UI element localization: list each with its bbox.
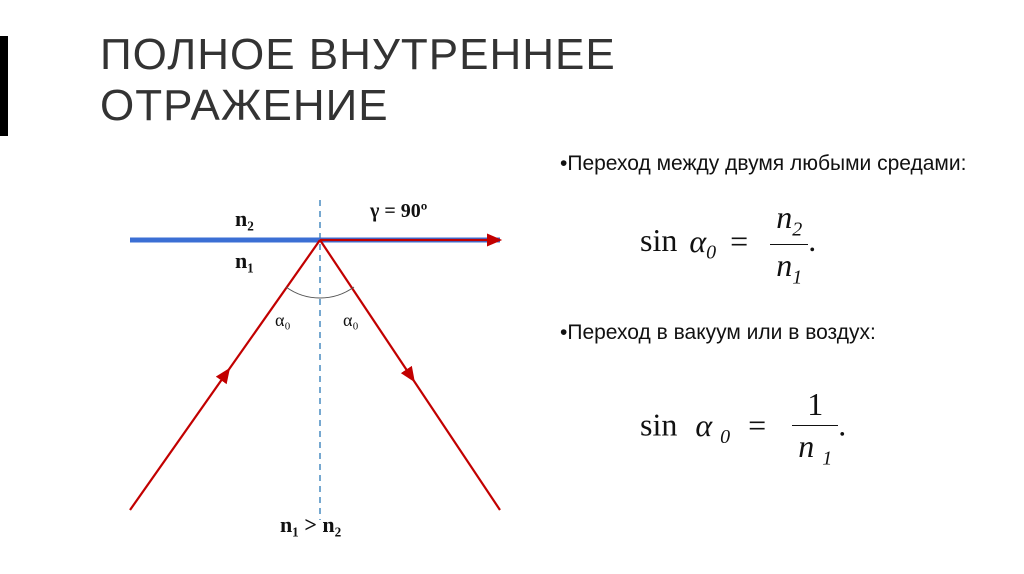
bullet-2-text: Переход в вакуум или в воздух:	[567, 321, 875, 344]
title-accent-bar	[0, 36, 8, 136]
bullet-1-text: Переход между двумя любыми средами:	[567, 152, 966, 175]
slide-root: ПОЛНОЕ ВНУТРЕННЕЕ ОТРАЖЕНИЕ	[0, 0, 1024, 574]
f2-num: 1	[792, 386, 838, 426]
text-column: •Переход между двумя любыми средами: sin…	[560, 150, 990, 501]
angle-arc-left	[286, 287, 320, 298]
f1-num-sub: 2	[792, 219, 802, 241]
label-n2: n₂	[235, 206, 254, 232]
incident-ray	[130, 240, 320, 510]
f1-sin: sin	[640, 223, 677, 259]
f1-sub: 0	[706, 242, 716, 264]
f2-alpha: α	[695, 407, 712, 443]
f1-den: n	[776, 247, 792, 283]
label-gamma-90: γ = 90º	[370, 200, 427, 223]
f1-num: n	[776, 199, 792, 235]
f1-den-sub: 1	[792, 266, 802, 288]
f1-fraction: n2 n1	[770, 199, 808, 289]
formula-1: sin α0 = n2 n1 .	[640, 199, 990, 289]
f2-sub: 0	[720, 426, 730, 448]
formula-2: sin α 0 = 1 n 1 .	[640, 386, 990, 470]
title-line-2: ОТРАЖЕНИЕ	[100, 81, 389, 130]
label-n1: n₁	[235, 248, 254, 274]
f2-den-sub: 1	[822, 448, 832, 470]
f2-den: n	[798, 428, 814, 464]
angle-arc-right	[320, 287, 354, 298]
diagram-svg	[100, 170, 510, 540]
label-alpha-right: α₀	[343, 310, 359, 331]
f2-sin: sin	[640, 407, 677, 443]
title-line-1: ПОЛНОЕ ВНУТРЕННЕЕ	[100, 30, 616, 79]
label-n-compare: n₁ > n₂	[280, 512, 341, 538]
label-alpha-left: α₀	[275, 310, 291, 331]
reflected-ray	[320, 240, 500, 510]
slide-title: ПОЛНОЕ ВНУТРЕННЕЕ ОТРАЖЕНИЕ	[100, 30, 616, 131]
bullet-1: •Переход между двумя любыми средами:	[560, 150, 990, 177]
f2-fraction: 1 n 1	[792, 386, 838, 470]
bullet-2: •Переход в вакуум или в воздух:	[560, 319, 990, 346]
diagram: n₂ n₁ γ = 90º α₀ α₀ n₁ > n₂	[100, 170, 510, 540]
f1-alpha: α	[689, 223, 706, 259]
